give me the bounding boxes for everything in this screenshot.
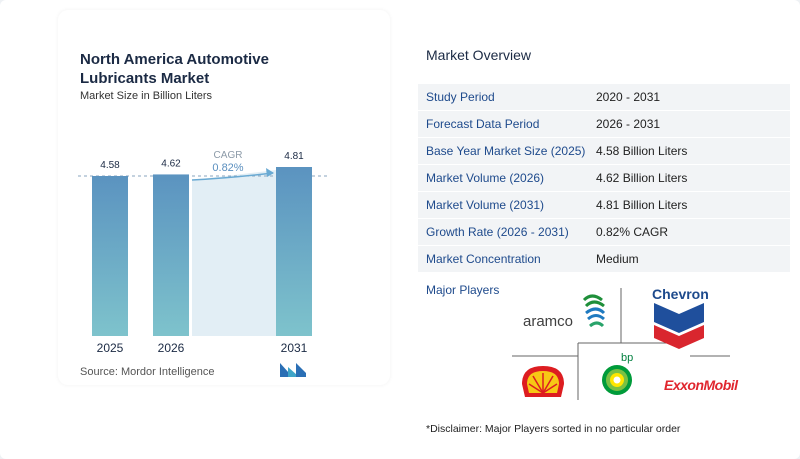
- overview-row: Forecast Data Period 2026 - 2031: [418, 111, 790, 138]
- overview-row: Study Period 2020 - 2031: [418, 84, 790, 111]
- cagr-label: CAGR: [214, 150, 243, 161]
- value-label: 4.58: [100, 160, 120, 171]
- row-value: 4.81 Billion Liters: [596, 198, 688, 212]
- x-tick-label: 2031: [281, 341, 308, 355]
- row-label: Base Year Market Size (2025): [426, 144, 586, 158]
- aramco-logo: aramco: [523, 294, 606, 330]
- row-value: 2026 - 2031: [596, 117, 661, 131]
- source-note: Source: Mordor Intelligence: [80, 366, 215, 378]
- value-label: 4.62: [161, 158, 181, 169]
- cagr-arrow: [191, 172, 274, 181]
- mordor-logo-icon: [280, 363, 306, 377]
- chart-title-line1: North America Automotive: [80, 51, 269, 68]
- row-value: 2020 - 2031: [596, 90, 661, 104]
- bar-2025: [92, 176, 128, 336]
- bars-group: [92, 167, 312, 336]
- overview-row: Market Volume (2026) 4.62 Billion Liters: [418, 165, 790, 192]
- cagr-arrowhead: [266, 168, 274, 177]
- row-value: 4.58 Billion Liters: [596, 144, 688, 158]
- row-label: Market Volume (2031): [426, 198, 545, 212]
- shell-logo: [522, 366, 564, 397]
- value-label: 4.81: [284, 151, 304, 162]
- cagr-value: 0.82%: [212, 162, 243, 174]
- row-label: Growth Rate (2026 - 2031): [426, 225, 569, 239]
- major-players-label: Major Players: [426, 283, 500, 297]
- aramco-wordmark: aramco: [523, 313, 573, 330]
- bar-2031: [276, 167, 312, 336]
- overview-row: Market Volume (2031) 4.81 Billion Liters: [418, 192, 790, 219]
- chevron-wordmark: Chevron: [652, 286, 709, 302]
- overview-table: Study Period 2020 - 2031 Forecast Data Pe…: [418, 84, 790, 273]
- chevron-logo: Chevron: [652, 286, 709, 349]
- disclaimer-note: *Disclaimer: Major Players sorted in no …: [426, 423, 681, 435]
- x-tick-label: 2026: [158, 341, 185, 355]
- bar-2026: [153, 174, 189, 336]
- bp-wordmark: bp: [621, 352, 633, 364]
- overview-title: Market Overview: [426, 47, 532, 63]
- overview-row: Growth Rate (2026 - 2031) 0.82% CAGR: [418, 219, 790, 246]
- chart-title-line2: Lubricants Market: [80, 70, 210, 87]
- row-label: Study Period: [426, 90, 495, 104]
- row-value: 4.62 Billion Liters: [596, 171, 688, 185]
- overview-row: Market Concentration Medium: [418, 246, 790, 273]
- value-labels-group: 4.58 4.62 4.81: [100, 151, 304, 171]
- bp-logo: bp: [602, 352, 633, 395]
- row-label: Market Concentration: [426, 252, 541, 266]
- chart-subtitle: Market Size in Billion Liters: [80, 90, 213, 102]
- row-label: Forecast Data Period: [426, 117, 540, 131]
- row-value: 0.82% CAGR: [596, 225, 669, 239]
- exxonmobil-logo: ExxonMobil: [664, 377, 740, 393]
- cagr-band: [192, 170, 276, 336]
- x-ticks-group: 2025 2026 2031: [97, 341, 308, 355]
- x-tick-label: 2025: [97, 341, 124, 355]
- chart-title: North America Automotive Lubricants Mark…: [80, 50, 300, 88]
- exxonmobil-wordmark: ExxonMobil: [664, 377, 739, 393]
- row-value: Medium: [596, 252, 639, 266]
- overview-row: Base Year Market Size (2025) 4.58 Billion…: [418, 138, 790, 165]
- row-label: Market Volume (2026): [426, 171, 545, 185]
